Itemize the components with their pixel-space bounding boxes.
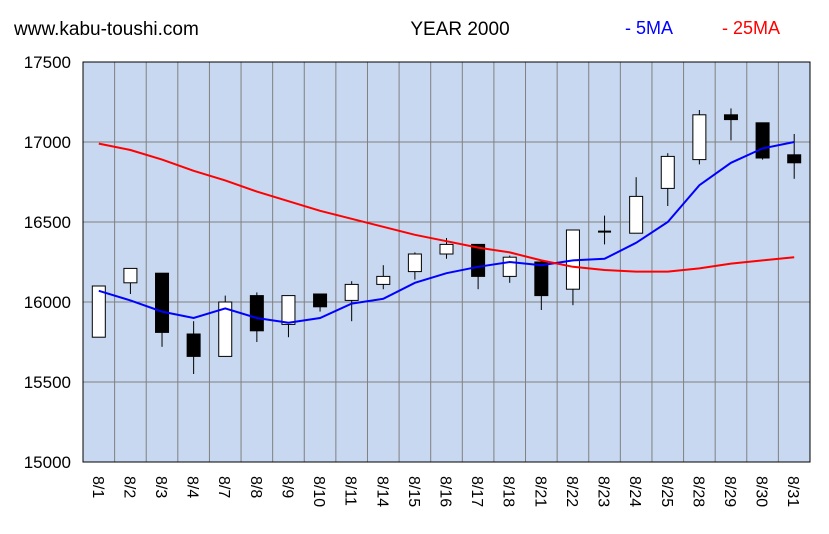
candle-body — [281, 295, 296, 325]
candle-body — [755, 122, 770, 159]
chart-title: YEAR 2000 — [410, 19, 509, 40]
x-tick-label: 8/8 — [247, 476, 264, 498]
x-tick-label: 8/28 — [689, 476, 706, 507]
candle-body — [218, 301, 233, 357]
x-tick-label: 8/18 — [500, 476, 517, 507]
candle-body — [376, 275, 391, 285]
y-tick-label: 16000 — [24, 293, 71, 312]
plot-frame — [82, 61, 811, 463]
candle-body — [629, 195, 644, 234]
plot-area — [83, 62, 810, 462]
candle-body — [91, 285, 106, 338]
grid-lines — [83, 62, 810, 462]
candle-body — [439, 243, 454, 255]
y-tick-label: 16500 — [24, 213, 71, 232]
x-tick-label: 8/21 — [531, 476, 548, 507]
candle-body — [249, 295, 264, 332]
candle-bodies — [91, 114, 802, 357]
candle-body — [723, 114, 738, 121]
x-tick-label: 8/30 — [753, 476, 770, 507]
x-tick-label: 8/15 — [405, 476, 422, 507]
x-tick-label: 8/2 — [120, 476, 137, 498]
y-tick-label: 17500 — [24, 53, 71, 72]
candle-body — [186, 333, 201, 357]
x-tick-label: 8/22 — [563, 476, 580, 507]
x-tick-label: 8/14 — [373, 476, 390, 507]
candle-body — [534, 261, 549, 297]
y-axis-ticks: 15000 15500 16000 16500 17000 17500 — [24, 53, 71, 472]
x-tick-label: 8/9 — [278, 476, 295, 498]
x-tick-label: 8/10 — [310, 476, 327, 507]
x-axis-ticks: 8/1 8/2 8/3 8/4 8/7 8/8 8/9 8/10 8/11 8/14 8/15 8/1… — [89, 476, 801, 507]
x-tick-label: 8/16 — [437, 476, 454, 507]
candle-body — [155, 272, 170, 333]
moving-average-lines — [98, 141, 795, 324]
legend-25ma: - 25MA — [722, 18, 780, 38]
site-name: www.kabu-toushi.com — [13, 19, 199, 40]
x-tick-label: 8/25 — [658, 476, 675, 507]
candle-body — [692, 114, 707, 161]
ma-line-25ma — [98, 142, 795, 273]
candle-body — [660, 155, 675, 189]
x-tick-label: 8/1 — [89, 476, 106, 498]
ma-line-5ma — [98, 141, 795, 324]
y-tick-label: 17000 — [24, 133, 71, 152]
x-tick-label: 8/31 — [784, 476, 801, 507]
candle-body — [123, 267, 138, 284]
candle-body — [344, 283, 359, 301]
x-tick-label: 8/17 — [468, 476, 485, 507]
candle-body — [407, 253, 422, 273]
y-tick-label: 15500 — [24, 373, 71, 392]
x-tick-label: 8/24 — [626, 476, 643, 507]
x-tick-label: 8/29 — [721, 476, 738, 507]
legend-5ma: - 5MA — [625, 18, 673, 38]
legend: - 5MA - 25MA — [625, 18, 780, 38]
candle-body — [502, 256, 517, 277]
x-tick-label: 8/11 — [342, 476, 359, 506]
x-tick-label: 8/7 — [215, 476, 232, 498]
candle-body — [313, 293, 328, 308]
candle-body — [787, 154, 802, 164]
x-tick-label: 8/4 — [184, 476, 201, 498]
x-tick-label: 8/23 — [595, 476, 612, 507]
x-tick-label: 8/3 — [152, 476, 169, 498]
y-tick-label: 15000 — [24, 453, 71, 472]
